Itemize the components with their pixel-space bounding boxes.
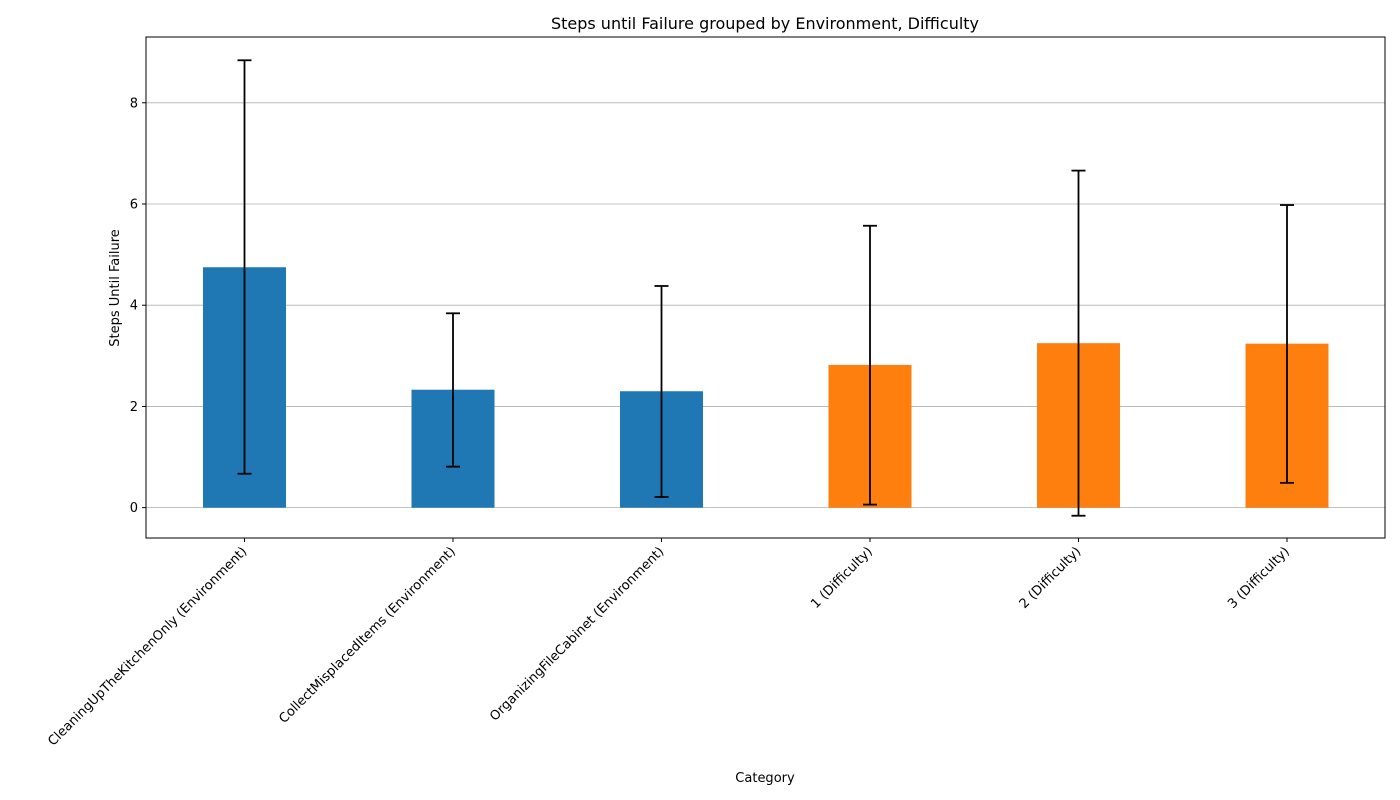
y-axis-label: Steps Until Failure: [108, 229, 123, 346]
y-tick-label: 6: [130, 198, 138, 213]
x-tick-label: 3 (Difficulty): [1225, 544, 1293, 612]
y-tick-label: 2: [130, 400, 138, 415]
chart-title: Steps until Failure grouped by Environme…: [551, 14, 979, 33]
x-axis-label: Category: [735, 771, 795, 786]
error-bars: [237, 59, 1294, 517]
bars: [203, 267, 1329, 508]
x-tick-label: CleaningUpTheKitchenOnly (Environment): [45, 544, 250, 749]
y-tick-label: 4: [130, 299, 138, 314]
x-tick-label: OrganizingFileCabinet (Environment): [487, 544, 667, 724]
x-axis-ticks: CleaningUpTheKitchenOnly (Environment) Co…: [45, 538, 1293, 749]
y-tick-label: 0: [130, 501, 138, 516]
plot-frame: [145, 36, 1386, 539]
y-tick-label: 8: [130, 96, 138, 111]
grid-lines: [146, 102, 1385, 509]
x-tick-label: 2 (Difficulty): [1017, 544, 1085, 612]
x-tick-label: CollectMisplacedItems (Environment): [276, 544, 458, 726]
y-axis-ticks: 0 2 4 6 8: [130, 96, 146, 516]
x-tick-label: 1 (Difficulty): [808, 544, 876, 612]
